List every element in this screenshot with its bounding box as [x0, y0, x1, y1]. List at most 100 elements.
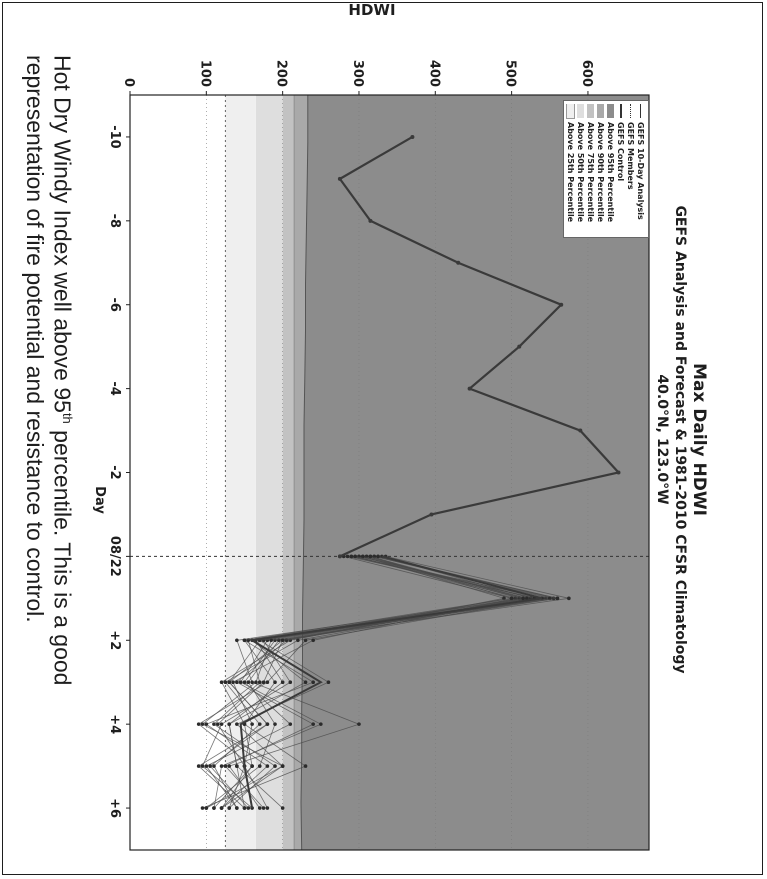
gefs-analysis-point	[578, 428, 583, 433]
gefs-member-point	[235, 680, 239, 685]
y-tick-label: 600	[579, 60, 594, 87]
gefs-member-point	[242, 680, 247, 685]
caption-text: percentile. This is a good	[49, 423, 76, 686]
x-tick-label: +2	[107, 630, 122, 650]
gefs-member-point	[212, 764, 216, 768]
gefs-member-point	[215, 722, 220, 726]
gefs-member-point	[353, 554, 357, 559]
y-tick-label: 400	[426, 60, 441, 87]
gefs-member-point	[235, 764, 239, 768]
gefs-member-point	[200, 764, 205, 768]
gefs-member-point	[250, 764, 254, 768]
band-above-95th	[301, 95, 649, 850]
legend-swatch	[607, 104, 615, 118]
legend-item: Above 50th Percentile	[576, 104, 586, 234]
gefs-member-point	[567, 596, 571, 601]
gefs-member-point	[311, 722, 315, 726]
gefs-member-point	[345, 554, 350, 559]
gefs-member-point	[227, 722, 232, 726]
gefs-member-point	[223, 680, 228, 685]
gefs-member-point	[265, 722, 270, 726]
gefs-member-point	[303, 764, 308, 768]
gefs-analysis-point	[559, 302, 564, 307]
gefs-member-point	[269, 638, 273, 643]
gefs-member-point	[288, 722, 293, 726]
caption: Hot Dry Windy Index well above 95th perc…	[21, 55, 81, 685]
gefs-analysis-point	[410, 134, 415, 139]
gefs-analysis-point	[337, 176, 342, 181]
gefs-member-point	[303, 680, 308, 685]
y-axis-label: HDWI	[348, 1, 396, 19]
gefs-member-point	[250, 722, 254, 726]
x-tick-label: -6	[107, 297, 122, 311]
gefs-member-point	[204, 764, 209, 768]
gefs-member-point	[280, 680, 285, 685]
gefs-member-point	[521, 596, 525, 601]
gefs-member-point	[265, 680, 270, 685]
gefs-member-point	[219, 680, 224, 685]
x-tick-label: +6	[107, 798, 122, 818]
y-tick-label: 200	[274, 60, 289, 87]
plot-frame	[129, 94, 650, 851]
gefs-member-point	[219, 722, 224, 726]
legend-swatch	[567, 104, 575, 120]
gefs-analysis-point	[467, 386, 472, 391]
gefs-member-point	[242, 638, 247, 643]
x-tick-label: -8	[107, 214, 122, 228]
legend-label: Above 25th Percentile	[566, 122, 576, 223]
gefs-analysis-point	[368, 218, 373, 223]
gefs-member-point	[296, 638, 300, 643]
gefs-member-point	[200, 806, 205, 810]
gefs-member-point	[235, 806, 239, 810]
gefs-member-point	[246, 680, 251, 685]
gefs-analysis-point	[337, 554, 342, 559]
legend-label: Above 50th Percentile	[576, 122, 586, 223]
gefs-member-point	[212, 722, 216, 726]
legend-item: Above 95th Percentile	[606, 104, 616, 234]
gefs-member-point	[204, 806, 209, 810]
gefs-member-point	[257, 806, 262, 810]
gefs-member-point	[288, 680, 293, 685]
chart-subtitle: GEFS Analysis and Forecast & 1981-2010 C…	[672, 205, 688, 674]
x-tick-label: 08/22	[107, 536, 122, 577]
gefs-member-point	[311, 680, 315, 685]
legend-line-icon	[630, 104, 632, 118]
legend-label: GEFS 10-Day Analysis	[636, 122, 646, 220]
legend-swatch	[597, 104, 605, 118]
gefs-member-point	[246, 806, 251, 810]
legend-line-icon	[620, 104, 622, 118]
chart-title: Max Daily HDWI	[689, 363, 709, 516]
gefs-member-point	[311, 638, 315, 643]
gefs-member-point	[223, 764, 228, 768]
band-above-50th	[255, 95, 283, 850]
gefs-analysis-point	[456, 260, 461, 265]
gefs-member-point	[250, 680, 254, 685]
x-tick-label: -4	[107, 381, 122, 395]
gefs-member-point	[242, 806, 247, 810]
gefs-analysis-point	[616, 470, 621, 475]
gefs-member-point	[257, 764, 262, 768]
gefs-member-point	[219, 764, 224, 768]
p95-line	[300, 95, 309, 851]
gefs-member-point	[261, 806, 266, 810]
gefs-member-point	[273, 764, 277, 768]
band-above-25th	[225, 95, 256, 850]
gefs-member-point	[280, 806, 285, 810]
legend-label: Above 95th Percentile	[606, 122, 616, 223]
legend-item: Above 90th Percentile	[596, 104, 606, 234]
legend-item: GEFS Control	[616, 104, 626, 234]
gefs-member-point	[326, 680, 331, 685]
gefs-member-point	[280, 764, 285, 768]
y-tick-label: 500	[503, 60, 518, 87]
caption-line-1: Hot Dry Windy Index well above 95th perc…	[48, 55, 81, 685]
gefs-member-point	[196, 764, 201, 768]
legend-swatch	[577, 104, 585, 118]
gefs-member-point	[525, 596, 529, 601]
gefs-member-point	[265, 806, 270, 810]
gefs-member-point	[200, 722, 205, 726]
gefs-member-point	[360, 554, 365, 559]
x-tick-label: -2	[107, 465, 122, 479]
